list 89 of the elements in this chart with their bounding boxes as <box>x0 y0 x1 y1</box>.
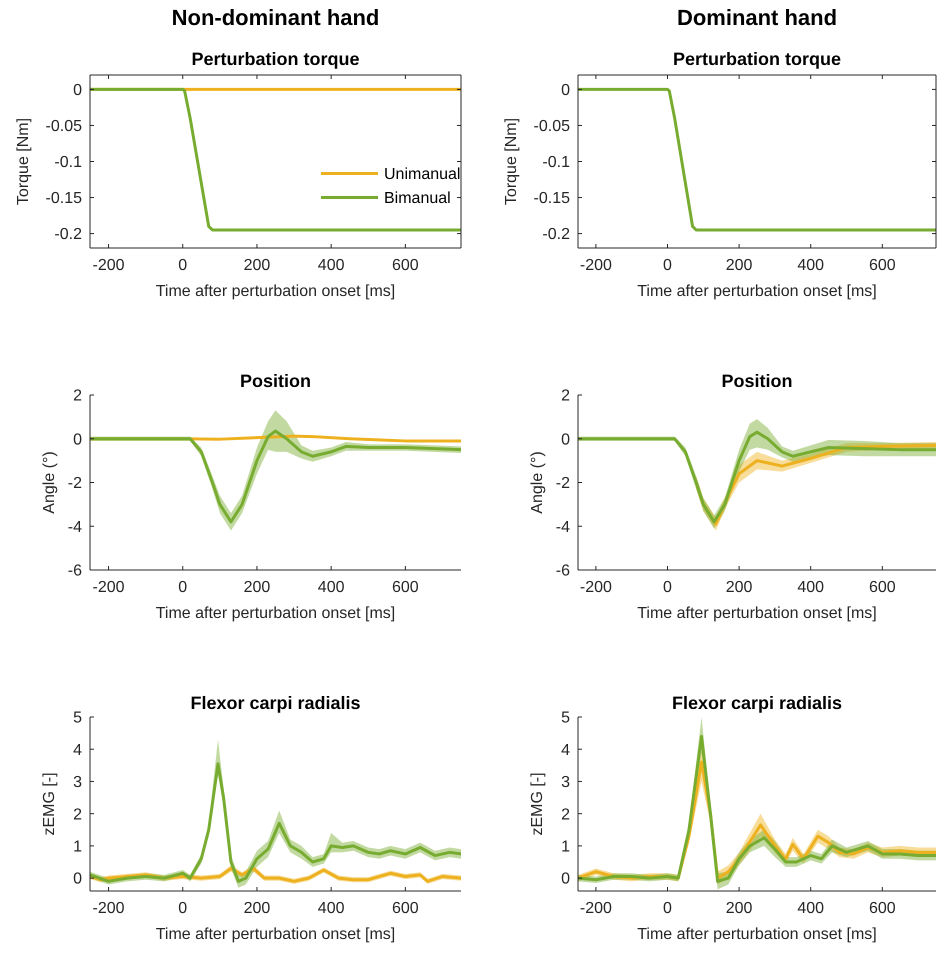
x-tick-label: 400 <box>318 579 345 596</box>
x-tick-label: 400 <box>797 579 824 596</box>
y-tick-label: 0 <box>73 82 82 100</box>
y-tick-label: 2 <box>561 806 570 824</box>
line-series <box>578 88 936 232</box>
y-tick-label: -6 <box>68 562 82 580</box>
chart-title: Non-dominant hand <box>172 5 380 30</box>
x-tick-label: -200 <box>92 257 125 274</box>
y-tick-label: 4 <box>561 742 570 759</box>
y-tick-label: 0 <box>561 870 570 888</box>
chart-title: Position <box>722 371 792 391</box>
y-tick-label: 0 <box>561 82 570 100</box>
y-tick-label: -2 <box>556 475 570 492</box>
x-tick-label: 400 <box>797 257 824 274</box>
y-tick-label: -0.1 <box>54 154 82 172</box>
x-tick-label: 0 <box>178 900 188 917</box>
x-tick-label: 200 <box>726 900 753 917</box>
y-axis-title: Torque [Nm] <box>503 118 520 206</box>
y-tick-label: -2 <box>68 475 82 492</box>
line-series <box>90 762 461 883</box>
y-tick-label: 1 <box>561 838 570 856</box>
chart-subtitle: Perturbation torque <box>191 49 360 69</box>
y-axis-title: Torque [Nm] <box>15 118 32 206</box>
x-axis-title: Time after perturbation onset [ms] <box>637 283 877 300</box>
x-axis-title: Time after perturbation onset [ms] <box>156 283 396 300</box>
chart-title: Position <box>240 371 311 391</box>
line-series <box>90 88 461 232</box>
x-tick-label: -200 <box>92 579 125 596</box>
y-tick-label: 1 <box>73 838 82 856</box>
y-tick-label: -0.05 <box>534 118 570 136</box>
x-tick-label: 400 <box>318 257 345 274</box>
y-tick-label: 4 <box>73 742 82 759</box>
chart-title: Flexor carpi radialis <box>672 693 842 713</box>
x-tick-label: 600 <box>392 257 419 274</box>
y-tick-label: 5 <box>561 710 570 727</box>
y-tick-label: -0.15 <box>46 190 82 208</box>
y-tick-label: 0 <box>73 870 82 888</box>
y-axis-title: zEMG [-] <box>41 772 58 836</box>
x-tick-label: 200 <box>244 257 270 274</box>
legend-label: Unimanual <box>384 166 460 184</box>
x-tick-label: 0 <box>178 579 188 596</box>
x-tick-label: 0 <box>178 257 188 274</box>
x-tick-label: 600 <box>392 579 419 596</box>
y-tick-label: -0.2 <box>542 226 570 244</box>
y-tick-label: -0.2 <box>54 226 82 244</box>
chart-title: Dominant hand <box>676 5 838 30</box>
x-axis-title: Time after perturbation onset [ms] <box>156 926 396 943</box>
x-tick-label: -200 <box>580 579 612 596</box>
y-axis-title: Angle (°) <box>41 451 58 514</box>
x-tick-label: 600 <box>392 900 419 917</box>
line-series <box>578 430 936 524</box>
x-tick-label: 0 <box>663 579 672 596</box>
y-tick-label: 3 <box>73 774 82 792</box>
y-axis-title: Angle (°) <box>529 451 546 514</box>
x-tick-label: -200 <box>580 257 612 274</box>
y-tick-label: -6 <box>556 562 570 580</box>
y-tick-label: 0 <box>561 431 570 448</box>
x-tick-label: 400 <box>318 900 345 917</box>
x-axis-title: Time after perturbation onset [ms] <box>156 605 396 622</box>
y-tick-label: 5 <box>73 710 82 727</box>
x-tick-label: 400 <box>797 900 824 917</box>
x-tick-label: -200 <box>580 900 612 917</box>
y-tick-label: 2 <box>561 388 570 405</box>
x-axis-title: Time after perturbation onset [ms] <box>637 605 877 622</box>
y-tick-label: -0.05 <box>46 118 82 136</box>
y-tick-label: 0 <box>73 431 82 448</box>
x-axis-title: Time after perturbation onset [ms] <box>637 926 877 943</box>
chart-subtitle: Perturbation torque <box>672 49 842 69</box>
x-tick-label: 200 <box>244 900 270 917</box>
x-tick-label: 200 <box>726 579 753 596</box>
y-tick-label: 2 <box>73 806 82 824</box>
x-tick-label: 600 <box>868 579 896 596</box>
legend-label: Bimanual <box>384 190 451 208</box>
line-series <box>90 430 461 524</box>
chart-title: Flexor carpi radialis <box>190 693 361 713</box>
y-axis-title: zEMG [-] <box>529 772 546 836</box>
x-tick-label: 0 <box>663 900 672 917</box>
x-tick-label: 600 <box>868 257 896 274</box>
y-tick-label: -0.1 <box>542 154 570 172</box>
y-tick-label: -4 <box>556 518 570 536</box>
x-tick-label: 600 <box>868 900 896 917</box>
x-tick-label: 0 <box>663 257 672 274</box>
y-tick-label: -0.15 <box>534 190 570 208</box>
y-tick-label: 2 <box>73 388 82 405</box>
x-tick-label: 200 <box>244 579 270 596</box>
y-tick-label: -4 <box>68 518 82 536</box>
x-tick-label: -200 <box>92 900 125 917</box>
x-tick-label: 200 <box>726 257 753 274</box>
y-tick-label: 3 <box>561 774 570 792</box>
